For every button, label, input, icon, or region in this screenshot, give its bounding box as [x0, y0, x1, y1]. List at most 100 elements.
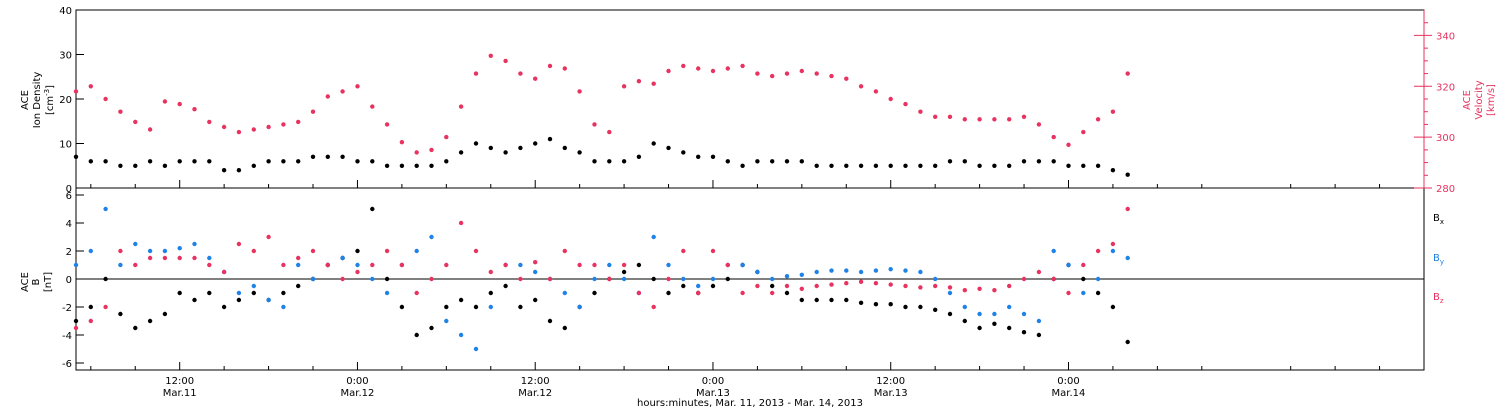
top-velocity-point-48: [784, 71, 790, 76]
bottom-bz-point-2: [103, 304, 108, 310]
bottom-bx-point-14: [281, 290, 286, 296]
top-ion-density-point-37: [621, 159, 627, 164]
top-velocity-point-47: [770, 73, 775, 79]
top-velocity-point-52: [844, 76, 849, 81]
bottom-bx-point-27: [473, 304, 479, 310]
top-velocity-point-32: [547, 63, 553, 69]
top-velocity-point-20: [370, 104, 375, 109]
top-velocity-point-2: [103, 96, 108, 102]
top-velocity-point-59: [947, 114, 953, 120]
bottom-bz-point-36: [607, 276, 612, 282]
bottom-bx-point-40: [666, 290, 671, 296]
bottom-bx-point-31: [533, 297, 538, 303]
bottom-by-point-0: [73, 262, 79, 268]
top-velocity-point-50: [814, 71, 819, 76]
density-label-line1: ACE: [20, 90, 31, 110]
top-velocity-point-27: [473, 71, 479, 76]
bottom-bz-point-6: [162, 255, 168, 261]
bottom-bz-point-30: [518, 276, 523, 282]
bottom-bx-point-20: [370, 206, 375, 212]
top-panel-frame: [75, 9, 1425, 189]
top-velocity-point-65: [1036, 122, 1042, 127]
top-velocity-point-22: [399, 140, 405, 145]
x-tick-date-4: Mar.13: [874, 388, 908, 399]
top-velocity-point-39: [651, 81, 656, 86]
top-velocity-point-33: [562, 66, 567, 71]
top-velocity-point-29: [503, 58, 508, 64]
top-velocity-point-40: [666, 68, 671, 74]
top-velocity-point-53: [858, 84, 864, 89]
bottom-by-point-67: [1066, 262, 1071, 268]
bottom-by-point-5: [147, 248, 153, 254]
bottom-bz-point-1: [88, 318, 94, 324]
bottom-bx-point-43: [710, 283, 716, 289]
bottom-bz-point-57: [918, 285, 923, 290]
bottom-by-point-8: [192, 241, 197, 247]
bottom-by-point-36: [607, 262, 612, 268]
bottom-bx-point-2: [103, 276, 108, 282]
top-ion-density-point-18: [340, 154, 345, 159]
b-label-line1: ACE: [20, 272, 31, 292]
bottom-by-point-71: [1125, 255, 1130, 261]
density-axis-label: ACE Ion Density [cm-3]: [20, 72, 56, 129]
top-ion-density-point-52: [844, 163, 849, 168]
legend-bx: Bx: [1433, 213, 1444, 226]
bottom-bz-point-47: [770, 290, 775, 296]
top-ion-density-point-60: [962, 159, 967, 164]
bottom-by-point-14: [281, 304, 286, 310]
top-velocity-point-42: [696, 66, 701, 71]
top-ion-density-point-24: [429, 163, 434, 168]
top-velocity-point-6: [162, 99, 168, 104]
top-ion-density-point-5: [147, 159, 153, 164]
bottom-bz-point-9: [207, 262, 212, 268]
bottom-bx-point-58: [933, 307, 938, 312]
top-ion-density-point-33: [562, 145, 567, 151]
bottom-bz-point-5: [147, 255, 153, 261]
top-velocity-point-5: [147, 127, 153, 132]
density-unit-base: [cm: [45, 96, 56, 115]
top-velocity-point-63: [1007, 117, 1012, 122]
top-velocity-point-10: [221, 124, 227, 130]
top-ion-density-point-9: [207, 159, 212, 164]
bottom-by-point-40: [666, 262, 671, 268]
top-ion-density-point-16: [310, 154, 316, 159]
bottom-by-point-7: [177, 246, 182, 251]
top-ion-density-point-20: [370, 159, 375, 164]
top-velocity-point-25: [444, 134, 449, 140]
bottom-bz-point-55: [888, 282, 893, 287]
bottom-bz-point-10: [221, 269, 227, 275]
bottom-by-point-23: [414, 248, 419, 254]
velocity-label-unit: [km/s]: [1486, 84, 1497, 116]
bottom-bx-point-65: [1036, 332, 1042, 338]
velocity-tick-label-1: 300: [1436, 133, 1455, 144]
bottom-bz-point-16: [310, 248, 316, 254]
bottom-by-point-47: [770, 276, 775, 282]
axis-ticks: 12:00Mar.110:00Mar.1212:00Mar.120:00Mar.…: [59, 6, 1455, 399]
bottom-bx-point-44: [725, 276, 730, 282]
bottom-bx-point-54: [873, 302, 879, 307]
bottom-by-point-61: [977, 311, 982, 317]
density-label-line2: Ion Density: [32, 72, 43, 129]
bottom-by-point-25: [444, 318, 449, 324]
bottom-by-point-66: [1051, 248, 1056, 254]
legend-bz-name: B: [1433, 292, 1440, 303]
bottom-by-point-19: [355, 262, 360, 268]
top-ion-density-point-13: [266, 159, 271, 164]
bottom-by-point-62: [992, 311, 997, 317]
x-tick-time-1: 0:00: [346, 376, 368, 387]
top-velocity-point-11: [236, 129, 242, 135]
bottom-bz-point-34: [577, 262, 582, 268]
bottom-bx-point-7: [177, 290, 182, 296]
bottom-bz-point-60: [962, 288, 967, 293]
bottom-bx-point-1: [88, 304, 94, 310]
top-ion-density-point-48: [784, 159, 790, 164]
bottom-bx-point-11: [236, 297, 242, 303]
legend-bx-sub: x: [1440, 218, 1444, 226]
top-ion-density-point-32: [547, 136, 553, 142]
bottom-by-point-65: [1036, 318, 1042, 324]
bottom-bz-point-49: [799, 286, 804, 291]
top-velocity-point-71: [1125, 71, 1130, 76]
bottom-bx-point-33: [562, 325, 567, 331]
bottom-bz-point-61: [977, 286, 982, 291]
bottom-bx-point-47: [770, 283, 775, 289]
